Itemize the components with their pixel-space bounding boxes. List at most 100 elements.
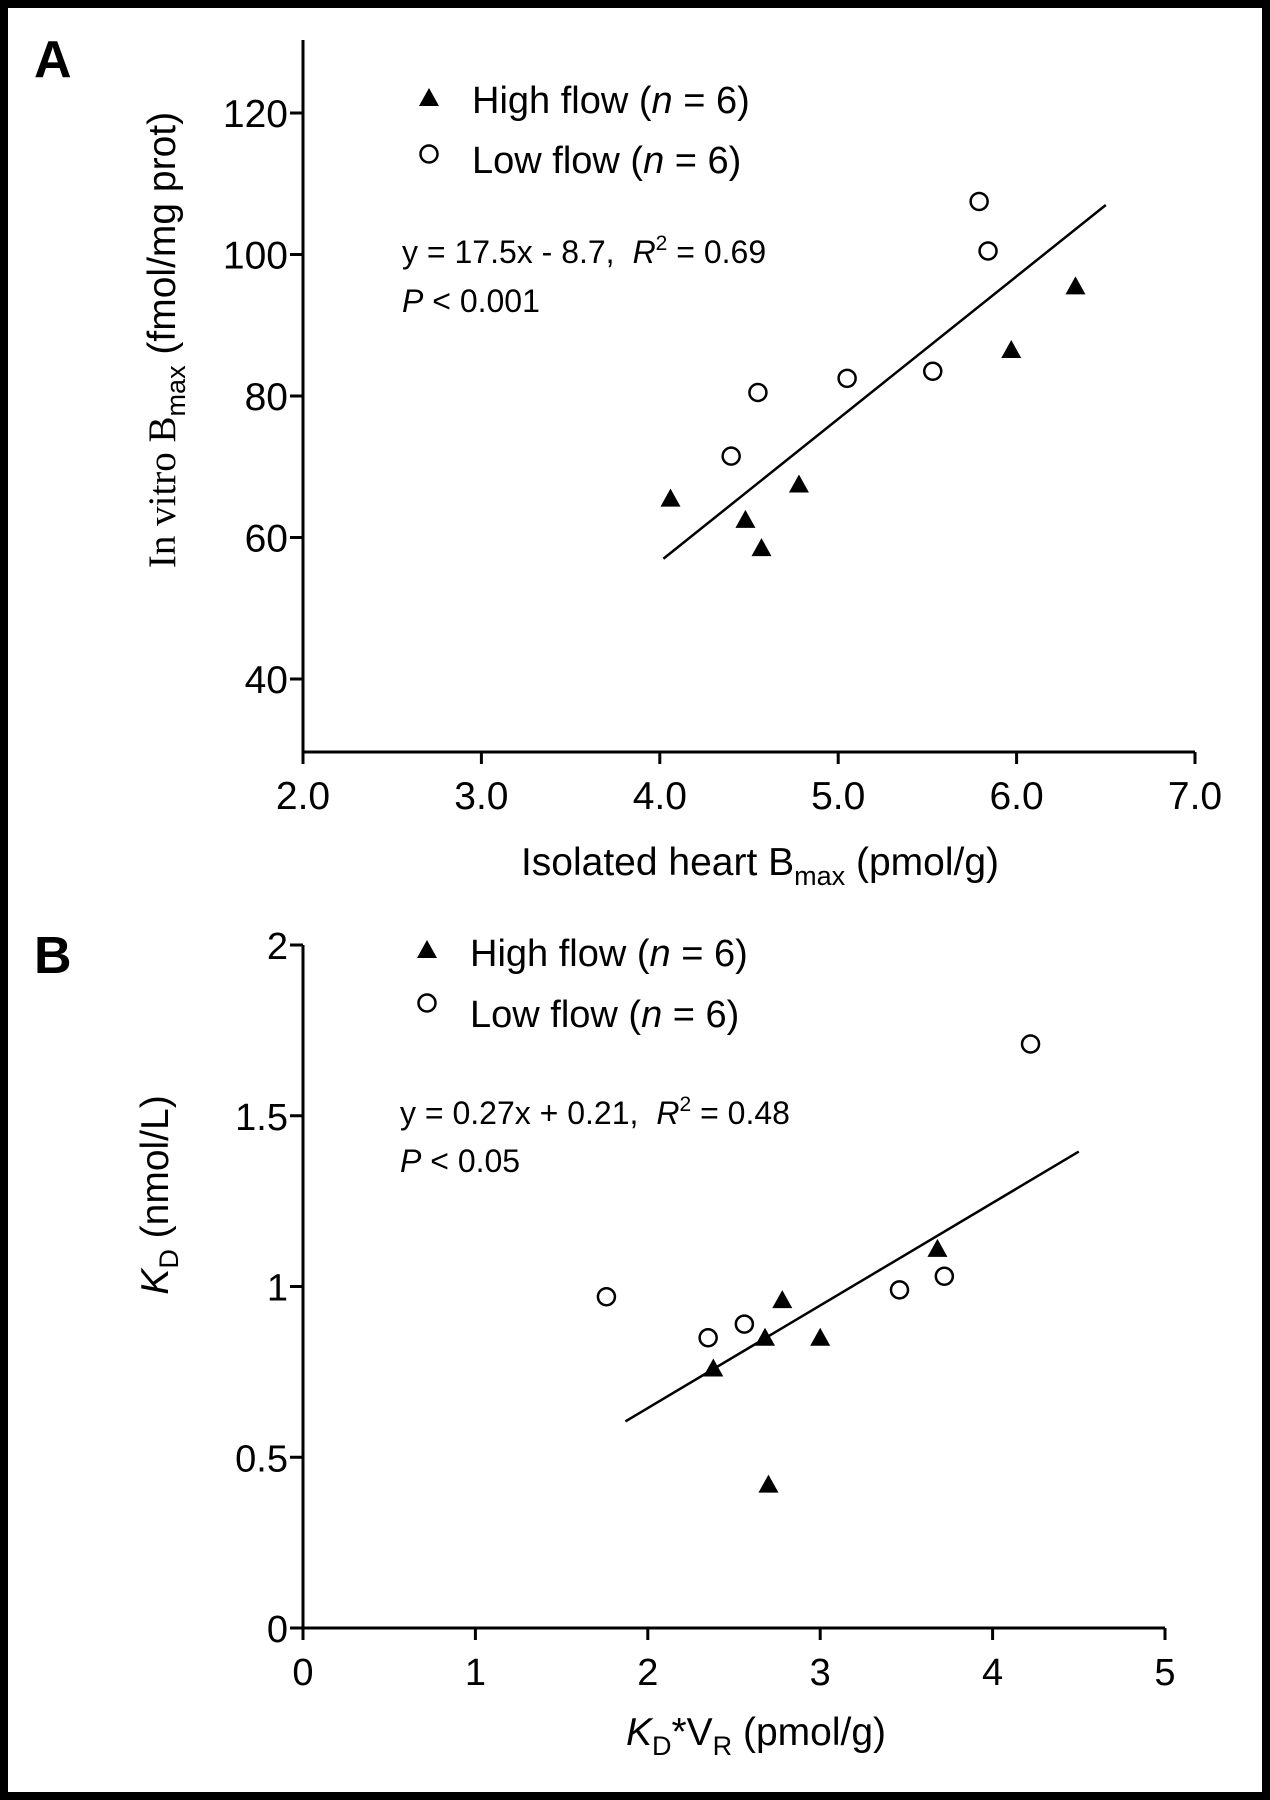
x-tick-label: 2 <box>637 1652 658 1694</box>
x-label-v-sub: R <box>713 1731 733 1761</box>
x-tick-label: 3 <box>810 1652 831 1694</box>
y-tick-label: 100 <box>223 235 288 278</box>
x-tick-label: 3.0 <box>454 775 508 818</box>
y-tick-label: 60 <box>245 518 288 561</box>
r2-value: = 0.69 <box>667 234 766 270</box>
panel-b-legend: High flow (n = 6) Low flow (n = 6) <box>417 933 748 1036</box>
panel-a-legend: High flow (n = 6) Low flow (n = 6) <box>419 80 750 182</box>
legend-open-paren: ( <box>620 140 644 182</box>
low-flow-point <box>721 446 741 466</box>
panel-a: A 2.0 3.0 4.0 5.0 6.0 7.0 40 60 80 100 120 High f… <box>34 31 1222 891</box>
panel-a-annotation: y = 17.5x - 8.7, R2 = 0.69 P < 0.001 <box>402 232 766 319</box>
legend-equals: = <box>673 80 716 122</box>
high-flow-point <box>703 1358 724 1377</box>
x-label-mid: *V <box>671 1711 712 1754</box>
panel-b-x-ticks: 0 1 2 3 4 5 <box>292 1628 1176 1694</box>
x-label-sub: max <box>794 861 846 891</box>
y-label-main: In vitro B <box>141 416 184 568</box>
high-flow-point <box>1065 276 1086 295</box>
y-tick-label: 0 <box>267 1609 288 1651</box>
high-flow-point <box>751 538 772 557</box>
legend-high-flow-text: High flow (n = 6) <box>470 933 748 975</box>
legend-high-flow-text: High flow (n = 6) <box>472 80 750 122</box>
legend-n-value: 6 <box>714 933 735 975</box>
y-label-tail: (fmol/mg prot) <box>141 112 184 366</box>
high-flow-point <box>927 1238 948 1257</box>
legend-n-symbol: n <box>641 994 662 1036</box>
low-flow-point <box>698 1327 718 1348</box>
y-label-k: K <box>134 1267 177 1295</box>
panel-a-y-ticks: 40 60 80 100 120 <box>223 93 303 702</box>
panel-b-regression-line <box>624 1150 1080 1423</box>
low-flow-point <box>923 361 943 381</box>
high-flow-point <box>660 488 681 507</box>
legend-open-paren: ( <box>628 80 652 122</box>
legend-n-symbol: n <box>650 933 671 975</box>
x-label-k-sub: D <box>652 1731 672 1761</box>
r2-exponent: 2 <box>680 1093 692 1116</box>
r2-value: = 0.48 <box>691 1095 790 1131</box>
x-label-main: Isolated heart B <box>521 841 794 884</box>
low-flow-point <box>734 1314 755 1334</box>
panel-b-x-axis-label: KD*VR (pmol/g) <box>626 1711 886 1761</box>
p-label: P <box>400 1143 422 1179</box>
legend-n-value: 6 <box>708 140 729 182</box>
high-flow-point <box>758 1474 779 1493</box>
legend-high-flow-name: High flow <box>470 933 627 975</box>
panel-b-letter: B <box>34 927 72 985</box>
legend-equals: = <box>662 994 705 1036</box>
legend-high-flow-marker <box>419 88 439 106</box>
legend-close-paren: ) <box>729 140 742 182</box>
y-label-sub: max <box>161 365 191 417</box>
x-label-tail: (pmol/g) <box>732 1711 886 1754</box>
x-label-k: K <box>626 1711 654 1754</box>
x-tick-label: 1 <box>465 1652 486 1694</box>
y-tick-label: 80 <box>245 376 288 419</box>
x-tick-label: 7.0 <box>1168 775 1222 818</box>
high-flow-point <box>788 474 809 493</box>
panel-b-p-value: P < 0.05 <box>400 1143 520 1179</box>
panel-a-letter: A <box>34 31 72 89</box>
legend-n-symbol: n <box>652 80 673 122</box>
x-tick-label: 4.0 <box>633 775 687 818</box>
y-tick-label: 40 <box>245 659 288 702</box>
panel-a-p-value: P < 0.001 <box>402 283 540 319</box>
legend-close-paren: ) <box>727 994 740 1036</box>
high-flow-point <box>755 1327 776 1346</box>
panel-b-equation: y = 0.27x + 0.21, R2 = 0.48 <box>400 1093 790 1131</box>
panel-b-y-ticks: 0 0.5 1 1.5 2 <box>235 926 303 1651</box>
p-value: < 0.05 <box>421 1143 520 1179</box>
high-flow-point <box>1001 340 1022 359</box>
legend-equals: = <box>664 140 707 182</box>
y-tick-label: 120 <box>223 93 288 136</box>
r2-label: R <box>633 234 656 270</box>
legend-equals: = <box>671 933 714 975</box>
high-flow-point <box>772 1290 793 1309</box>
x-tick-label: 2.0 <box>276 775 330 818</box>
legend-n-value: 6 <box>716 80 737 122</box>
low-flow-point <box>748 382 768 403</box>
low-flow-point <box>978 241 998 261</box>
panel-a-x-ticks: 2.0 3.0 4.0 5.0 6.0 7.0 <box>276 752 1222 818</box>
legend-low-flow-name: Low flow <box>470 994 618 1036</box>
low-flow-point <box>837 368 857 389</box>
legend-low-flow-marker <box>417 993 437 1013</box>
legend-open-paren: ( <box>618 994 642 1036</box>
legend-low-flow-text: Low flow (n = 6) <box>472 140 741 182</box>
legend-n-value: 6 <box>706 994 727 1036</box>
x-label-tail: (pmol/g) <box>845 841 999 884</box>
legend-open-paren: ( <box>626 933 650 975</box>
x-tick-label: 5.0 <box>811 775 865 818</box>
panel-b-data-points <box>596 1034 1041 1493</box>
legend-close-paren: ) <box>737 80 750 122</box>
y-label-tail: (nmol/L) <box>134 1095 177 1249</box>
equation-text: y = 17.5x - 8.7, <box>402 234 615 270</box>
p-value: < 0.001 <box>423 283 540 319</box>
x-tick-label: 6.0 <box>989 775 1043 818</box>
panel-a-x-axis-label: Isolated heart Bmax (pmol/g) <box>521 841 999 891</box>
legend-close-paren: ) <box>735 933 748 975</box>
legend-low-flow-name: Low flow <box>472 140 620 182</box>
